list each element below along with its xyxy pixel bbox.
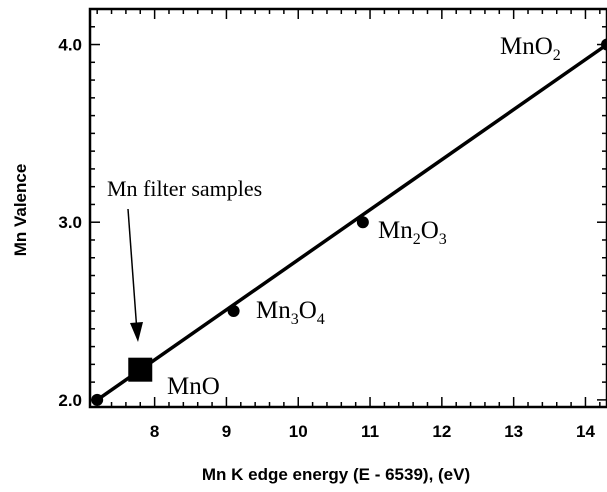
x-tick-labels: 8 9 10 11 12 13 14 — [150, 422, 596, 441]
x-tick-label: 12 — [432, 422, 451, 441]
y-tick-labels: 2.0 3.0 4.0 — [58, 36, 82, 410]
x-tick-label: 9 — [222, 422, 231, 441]
label-mn3o4-mn: Mn — [256, 297, 291, 324]
data-point-mn2o3 — [356, 216, 369, 229]
x-tick-label: 13 — [504, 422, 523, 441]
fit-line — [96, 43, 607, 402]
axis-ticks — [90, 8, 607, 407]
x-tick-label: 14 — [576, 422, 595, 441]
annotation-filter-samples: Mn filter samples — [107, 176, 262, 201]
label-mn3o4: Mn3O4 — [256, 297, 325, 328]
label-mn2o3: Mn2O3 — [378, 217, 447, 248]
y-axis-title: Mn Valence — [11, 164, 30, 257]
data-points — [91, 38, 607, 406]
y-tick-label: 3.0 — [58, 213, 82, 232]
label-mn2o3-sub1: 2 — [413, 231, 421, 248]
label-mno2-mno: MnO — [500, 33, 553, 60]
label-mno2-sub: 2 — [553, 47, 561, 64]
x-tick-label: 10 — [289, 422, 308, 441]
label-mno2: MnO2 — [500, 33, 561, 64]
annotation-arrow-line — [127, 208, 138, 333]
x-axis-title: Mn K edge energy (E - 6539), (eV) — [202, 465, 470, 484]
data-point-mno2 — [601, 38, 607, 51]
label-mn2o3-sub2: 3 — [439, 231, 447, 248]
y-tick-label: 4.0 — [58, 36, 82, 55]
label-mn3o4-sub1: 3 — [291, 311, 299, 328]
data-point-mn3o4 — [227, 305, 240, 318]
x-tick-label: 8 — [150, 422, 159, 441]
x-tick-label: 11 — [361, 422, 379, 441]
plot-frame — [88, 7, 607, 409]
data-point-mno — [91, 393, 104, 406]
square-point-filter-sample — [128, 357, 153, 382]
label-mn3o4-sub2: 4 — [317, 311, 325, 328]
label-mn2o3-o: O — [421, 217, 439, 244]
label-mno: MnO — [167, 373, 220, 400]
annotation-arrow-head — [130, 322, 143, 342]
y-tick-label: 2.0 — [58, 391, 82, 410]
label-mn3o4-o: O — [299, 297, 317, 324]
label-mn2o3-mn: Mn — [378, 217, 413, 244]
